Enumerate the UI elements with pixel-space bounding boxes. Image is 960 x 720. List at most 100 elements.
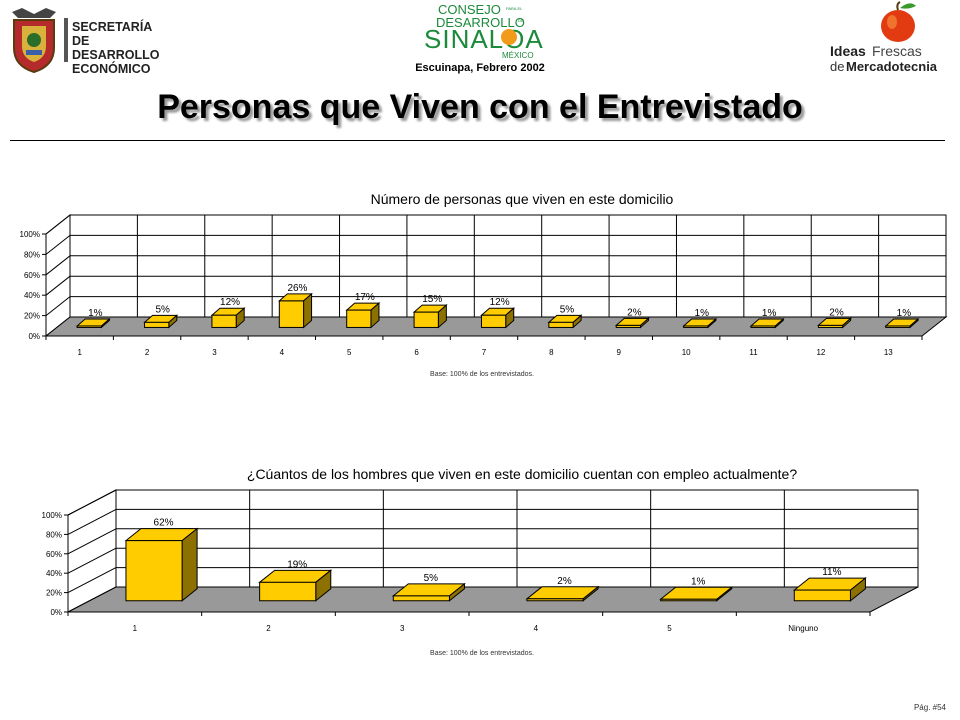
chart-household-size: Número de personas que viven en este dom… bbox=[20, 191, 948, 378]
data-label: 1% bbox=[88, 308, 103, 319]
data-label: 1% bbox=[762, 308, 777, 319]
x-tick-label: 2 bbox=[266, 624, 271, 633]
data-label: 2% bbox=[557, 576, 572, 587]
frescas-text: Frescas bbox=[872, 43, 922, 59]
bar bbox=[615, 324, 641, 328]
x-tick-label: 9 bbox=[617, 348, 622, 357]
data-label: 5% bbox=[155, 304, 170, 315]
gridline-side bbox=[67, 567, 117, 594]
x-tick-label: 3 bbox=[212, 348, 217, 357]
gridline-side bbox=[45, 296, 71, 316]
secretaria-line-3: ECONÓMICO bbox=[72, 62, 151, 76]
y-tick-label: 0% bbox=[28, 332, 40, 341]
desarrollo-text: DESARROLLO bbox=[436, 15, 525, 30]
y-tick-label: 60% bbox=[46, 550, 62, 559]
sinaloa-text: SINALOA bbox=[424, 24, 544, 54]
data-label: 2% bbox=[627, 307, 642, 318]
x-tick-label: 12 bbox=[816, 348, 825, 357]
y-tick-label: 40% bbox=[24, 291, 40, 300]
bar bbox=[683, 325, 709, 328]
coat-of-arms-icon bbox=[12, 8, 56, 74]
data-label: 15% bbox=[422, 294, 442, 305]
de-text: DE bbox=[518, 18, 524, 23]
de-logo-text: de bbox=[830, 59, 844, 74]
x-tick-label: 13 bbox=[884, 348, 893, 357]
y-tick-label: 20% bbox=[46, 589, 62, 598]
x-tick-label: 4 bbox=[534, 624, 539, 633]
gridline-side bbox=[45, 235, 71, 255]
gridline-side bbox=[45, 255, 71, 276]
data-label: 12% bbox=[490, 297, 510, 308]
bar bbox=[211, 314, 237, 328]
mexico-text: MÉXICO bbox=[502, 51, 534, 60]
x-tick-label: 8 bbox=[549, 348, 554, 357]
bar bbox=[392, 595, 450, 602]
bar bbox=[548, 321, 574, 328]
y-tick-label: 0% bbox=[50, 608, 62, 617]
secretaria-logo: SECRETARÍA DE DESARROLLO ECONÓMICO bbox=[8, 6, 160, 76]
secretaria-line-2: DE DESARROLLO bbox=[72, 34, 160, 62]
y-tick-label: 80% bbox=[46, 530, 62, 539]
bar bbox=[817, 324, 844, 328]
y-tick-label: 20% bbox=[24, 312, 40, 321]
gridline-side bbox=[67, 489, 117, 516]
apple-icon bbox=[881, 10, 915, 42]
gridline-side bbox=[67, 508, 117, 535]
x-tick-label: 3 bbox=[400, 624, 405, 633]
data-label: 26% bbox=[287, 283, 307, 294]
x-tick-label: 4 bbox=[280, 348, 285, 357]
y-tick-label: 40% bbox=[46, 569, 62, 578]
bar-side bbox=[181, 527, 198, 602]
bar bbox=[346, 309, 372, 328]
bar bbox=[885, 325, 911, 328]
data-label: 12% bbox=[220, 297, 240, 308]
header-divider bbox=[10, 140, 945, 141]
bar bbox=[259, 581, 317, 602]
page-title: Personas que Viven con el Entrevistado bbox=[157, 88, 803, 126]
gridline-side bbox=[67, 547, 117, 574]
x-tick-label: 1 bbox=[133, 624, 138, 633]
sun-icon bbox=[501, 29, 517, 45]
chart-employed-men: ¿Cúantos de los hombres que viven en est… bbox=[42, 466, 919, 657]
page-number: Pág. #54 bbox=[913, 703, 946, 712]
data-label: 1% bbox=[695, 308, 710, 319]
chart-footnote: Base: 100% de los entrevistados. bbox=[430, 371, 534, 378]
gridline-side bbox=[45, 214, 71, 235]
x-tick-label: 10 bbox=[682, 348, 691, 357]
bar bbox=[278, 300, 305, 328]
ideas-text: Ideas bbox=[830, 43, 866, 59]
x-tick-label: Ninguno bbox=[788, 624, 818, 633]
bar bbox=[125, 540, 183, 602]
subtitle: Escuinapa, Febrero 2002 bbox=[415, 62, 545, 74]
bar bbox=[76, 325, 102, 328]
x-tick-label: 11 bbox=[749, 348, 758, 357]
gridline-side bbox=[67, 528, 117, 555]
data-label: 19% bbox=[287, 559, 307, 570]
bar bbox=[750, 325, 776, 328]
bar bbox=[526, 598, 584, 602]
para-el-text: PARA EL bbox=[506, 6, 523, 11]
back-wall bbox=[69, 214, 947, 318]
x-tick-label: 6 bbox=[414, 348, 419, 357]
bar bbox=[660, 598, 718, 602]
y-tick-label: 60% bbox=[24, 271, 40, 280]
data-label: 17% bbox=[355, 292, 375, 303]
y-tick-label: 100% bbox=[42, 511, 62, 520]
chart-title: Número de personas que viven en este dom… bbox=[371, 191, 674, 207]
secretaria-line-1: SECRETARÍA bbox=[72, 20, 153, 34]
logo-divider bbox=[64, 18, 68, 62]
bar bbox=[413, 311, 439, 328]
data-label: 5% bbox=[560, 304, 575, 315]
data-label: 1% bbox=[691, 576, 706, 587]
data-label: 62% bbox=[154, 518, 174, 529]
x-tick-label: 7 bbox=[482, 348, 487, 357]
chart-floor bbox=[67, 586, 919, 613]
ideas-frescas-logo: Ideas Frescas de Mercadotecnia bbox=[826, 0, 960, 76]
consejo-text: CONSEJO bbox=[438, 2, 501, 17]
x-tick-label: 5 bbox=[667, 624, 672, 633]
data-label: 11% bbox=[822, 567, 841, 578]
bar bbox=[793, 589, 851, 602]
bar bbox=[480, 314, 507, 328]
x-tick-label: 5 bbox=[347, 348, 352, 357]
chart-title: ¿Cúantos de los hombres que viven en est… bbox=[247, 466, 797, 482]
